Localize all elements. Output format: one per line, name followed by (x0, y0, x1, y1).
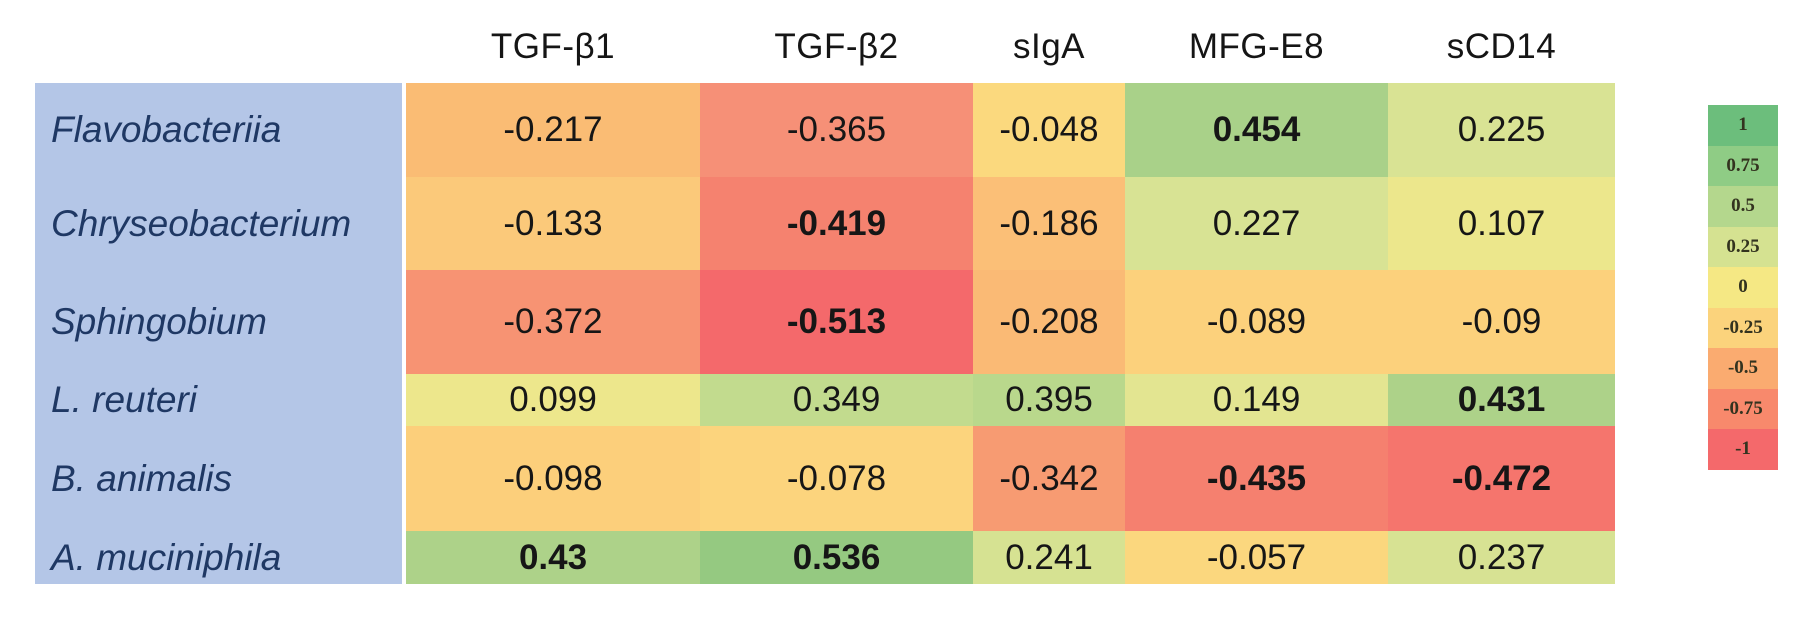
heatmap-cell: -0.09 (1388, 270, 1615, 374)
column-header-tgfb1: TGF-β1 (490, 26, 616, 66)
legend-item: -0.5 (1708, 348, 1778, 389)
heatmap-cell: -0.372 (406, 270, 700, 374)
heatmap-cell: -0.186 (973, 177, 1125, 270)
corner-spacer (35, 20, 406, 83)
heatmap-cell: 0.107 (1388, 177, 1615, 270)
heatmap-cell: -0.048 (973, 83, 1125, 177)
heatmap-cell: 0.225 (1388, 83, 1615, 177)
row-label-flavobacteriia: Flavobacteriia (35, 83, 406, 177)
heatmap-cell: 0.349 (700, 374, 973, 426)
legend-item: 0.5 (1708, 186, 1778, 227)
column-header-scd14: sCD14 (1446, 26, 1557, 66)
heatmap: TGF-β1 TGF-β2 sIgA MFG-E8 sCD14 Flavobac… (35, 20, 1615, 584)
heatmap-cell: -0.208 (973, 270, 1125, 374)
legend-item: 0 (1708, 267, 1778, 308)
heatmap-cell: 0.227 (1125, 177, 1388, 270)
legend-item: -0.25 (1708, 307, 1778, 348)
heatmap-cell: 0.099 (406, 374, 700, 426)
heatmap-cell: 0.237 (1388, 531, 1615, 584)
heatmap-cell: -0.513 (700, 270, 973, 374)
legend-item: 1 (1708, 105, 1778, 146)
row-label-sphingobium: Sphingobium (35, 270, 406, 374)
legend-item: 0.75 (1708, 145, 1778, 186)
heatmap-cell: 0.431 (1388, 374, 1615, 426)
heatmap-cell: -0.089 (1125, 270, 1388, 374)
column-header-siga: sIgA (1012, 26, 1086, 66)
heatmap-cell: -0.419 (700, 177, 973, 270)
heatmap-cell: 0.43 (406, 531, 700, 584)
legend-item: 0.25 (1708, 226, 1778, 267)
heatmap-cell: -0.057 (1125, 531, 1388, 584)
heatmap-cell: 0.454 (1125, 83, 1388, 177)
heatmap-cell: -0.435 (1125, 426, 1388, 531)
row-label-l-reuteri: L. reuteri (35, 374, 406, 426)
column-header-tgfb2: TGF-β2 (774, 26, 899, 66)
heatmap-cell: -0.472 (1388, 426, 1615, 531)
heatmap-cell: -0.342 (973, 426, 1125, 531)
row-label-b-animalis: B. animalis (35, 426, 406, 531)
legend-item: -0.75 (1708, 388, 1778, 429)
row-label-a-muciniphila: A. muciniphila (35, 531, 406, 584)
heatmap-cell: -0.098 (406, 426, 700, 531)
heatmap-cell: -0.217 (406, 83, 700, 177)
heatmap-cell: 0.395 (973, 374, 1125, 426)
heatmap-cell: 0.241 (973, 531, 1125, 584)
row-label-chryseobacterium: Chryseobacterium (35, 177, 406, 270)
colorbar-legend: 1 0.75 0.5 0.25 0 -0.25 -0.5 -0.75 -1 (1708, 105, 1778, 470)
heatmap-cell: -0.133 (406, 177, 700, 270)
column-header-mfge8: MFG-E8 (1188, 26, 1325, 66)
heatmap-cell: 0.536 (700, 531, 973, 584)
heatmap-cell: 0.149 (1125, 374, 1388, 426)
heatmap-cell: -0.365 (700, 83, 973, 177)
heatmap-cell: -0.078 (700, 426, 973, 531)
legend-item: -1 (1708, 429, 1778, 470)
